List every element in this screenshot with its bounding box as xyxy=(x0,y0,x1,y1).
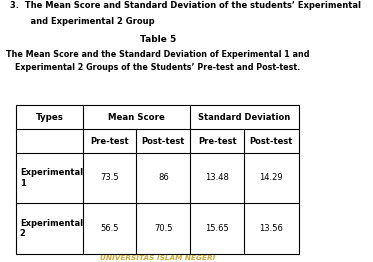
Text: 13.48: 13.48 xyxy=(205,173,229,182)
Text: 73.5: 73.5 xyxy=(100,173,119,182)
Text: 70.5: 70.5 xyxy=(154,224,173,233)
Text: Pre-test: Pre-test xyxy=(198,137,236,145)
Text: 86: 86 xyxy=(158,173,169,182)
Text: Experimental
2: Experimental 2 xyxy=(20,219,83,238)
Text: The Mean Score and the Standard Deviation of Experimental 1 and: The Mean Score and the Standard Deviatio… xyxy=(6,50,310,59)
Text: Mean Score: Mean Score xyxy=(108,113,165,122)
Text: Types: Types xyxy=(35,113,63,122)
Text: 56.5: 56.5 xyxy=(100,224,119,233)
Text: Experimental 2 Groups of the Students’ Pre-test and Post-test.: Experimental 2 Groups of the Students’ P… xyxy=(15,63,300,72)
Text: 3.  The Mean Score and Standard Deviation of the students’ Experimental: 3. The Mean Score and Standard Deviation… xyxy=(10,1,361,10)
Text: UNIVERSITAS ISLAM NEGERI: UNIVERSITAS ISLAM NEGERI xyxy=(100,255,215,261)
Text: 15.65: 15.65 xyxy=(205,224,229,233)
Text: 13.56: 13.56 xyxy=(259,224,283,233)
Text: and Experimental 2 Group: and Experimental 2 Group xyxy=(19,17,155,26)
Text: Experimental
1: Experimental 1 xyxy=(20,168,83,188)
Text: Post-test: Post-test xyxy=(142,137,185,145)
Text: Pre-test: Pre-test xyxy=(90,137,129,145)
Text: 14.29: 14.29 xyxy=(259,173,283,182)
Text: Standard Deviation: Standard Deviation xyxy=(198,113,290,122)
Text: Post-test: Post-test xyxy=(249,137,292,145)
Text: Table 5: Table 5 xyxy=(140,35,176,44)
